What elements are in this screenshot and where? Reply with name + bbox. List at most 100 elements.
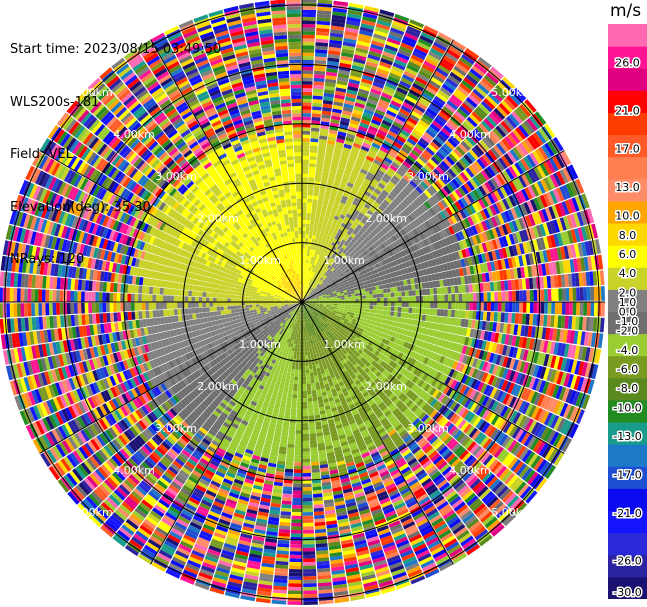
- velocity-gate: [421, 166, 430, 176]
- velocity-gate: [415, 302, 420, 308]
- velocity-gate: [439, 61, 453, 72]
- velocity-gate: [375, 132, 386, 140]
- velocity-gate: [302, 102, 312, 107]
- velocity-gate: [387, 34, 402, 42]
- velocity-gate: [348, 126, 358, 133]
- velocity-gate: [341, 244, 347, 250]
- velocity-gate: [320, 256, 325, 261]
- velocity-gate: [483, 74, 497, 87]
- velocity-gate: [414, 313, 419, 320]
- velocity-gate: [362, 16, 377, 23]
- velocity-gate: [306, 293, 309, 297]
- velocity-gate: [316, 27, 330, 33]
- velocity-gate: [302, 38, 315, 43]
- velocity-gate: [342, 106, 353, 113]
- velocity-gate: [335, 262, 340, 267]
- velocity-gate: [302, 295, 304, 299]
- velocity-gate: [404, 285, 409, 291]
- velocity-gate: [522, 290, 527, 302]
- velocity-gate: [376, 305, 381, 310]
- velocity-gate: [374, 30, 388, 38]
- velocity-gate: [354, 307, 359, 311]
- velocity-gate: [342, 192, 350, 198]
- velocity-gate: [354, 50, 368, 58]
- velocity-gate: [312, 275, 315, 280]
- velocity-gate: [302, 180, 308, 185]
- velocity-gate: [359, 26, 374, 34]
- velocity-gate: [303, 295, 305, 299]
- velocity-gate: [337, 167, 345, 173]
- velocity-gate: [361, 181, 370, 188]
- velocity-gate: [472, 283, 477, 293]
- velocity-gate: [387, 204, 395, 211]
- velocity-gate: [347, 294, 352, 297]
- velocity-gate: [314, 273, 318, 278]
- velocity-gate: [323, 275, 328, 280]
- velocity-gate: [344, 216, 350, 222]
- velocity-gate: [376, 68, 390, 76]
- velocity-gate: [310, 375, 315, 380]
- velocity-gate: [333, 227, 339, 232]
- velocity-gate: [302, 0, 317, 3]
- velocity-gate: [340, 180, 348, 186]
- velocity-gate: [311, 264, 314, 269]
- velocity-gate: [319, 272, 323, 276]
- velocity-gate: [416, 101, 428, 111]
- velocity-gate: [333, 101, 344, 107]
- velocity-gate: [307, 347, 310, 352]
- velocity-gate: [344, 140, 354, 146]
- velocity-gate: [414, 160, 424, 169]
- velocity-gate: [326, 303, 331, 305]
- velocity-gate: [361, 292, 366, 296]
- velocity-gate: [464, 119, 476, 130]
- velocity-gate: [321, 265, 326, 269]
- velocity-gate: [352, 229, 358, 236]
- velocity-gate: [522, 302, 527, 313]
- velocity-gate: [392, 198, 400, 206]
- velocity-gate: [368, 287, 373, 292]
- velocity-gate: [318, 138, 327, 144]
- velocity-gate: [346, 89, 358, 96]
- velocity-gate: [315, 49, 328, 54]
- velocity-gate: [374, 135, 384, 143]
- velocity-gate: [414, 174, 423, 183]
- velocity-gate: [310, 141, 319, 146]
- velocity-gate: [369, 47, 383, 55]
- velocity-gate: [310, 260, 313, 265]
- velocity-gate: [391, 24, 406, 32]
- velocity-gate: [361, 233, 368, 239]
- velocity-gate: [394, 117, 405, 126]
- velocity-gate: [349, 123, 359, 129]
- velocity-gate: [317, 149, 326, 154]
- velocity-gate: [327, 140, 336, 145]
- velocity-gate: [351, 293, 356, 297]
- velocity-gate: [497, 291, 502, 302]
- velocity-gate: [302, 109, 312, 114]
- velocity-gate: [426, 302, 431, 309]
- velocity-gate: [321, 269, 325, 274]
- velocity-gate: [415, 186, 424, 195]
- velocity-gate: [336, 193, 343, 199]
- velocity-gate: [302, 105, 312, 110]
- velocity-gate: [407, 193, 416, 202]
- velocity-gate: [437, 89, 450, 100]
- velocity-gate: [346, 20, 361, 27]
- velocity-gate: [335, 212, 341, 218]
- velocity-gate: [324, 271, 329, 276]
- velocity-gate: [307, 198, 313, 203]
- velocity-gate: [357, 244, 363, 250]
- velocity-gate: [400, 105, 412, 114]
- velocity-gate: [455, 302, 459, 310]
- velocity-gate: [402, 74, 415, 83]
- velocity-gate: [394, 297, 399, 302]
- velocity-gate: [327, 264, 331, 269]
- velocity-gate: [306, 372, 310, 377]
- velocity-gate: [383, 47, 397, 56]
- velocity-gate: [317, 0, 333, 5]
- velocity-gate: [346, 133, 356, 139]
- velocity-gate: [428, 79, 441, 90]
- velocity-gate: [345, 166, 353, 172]
- velocity-gate: [302, 9, 317, 14]
- velocity-gate: [431, 44, 446, 55]
- velocity-gate: [337, 264, 342, 269]
